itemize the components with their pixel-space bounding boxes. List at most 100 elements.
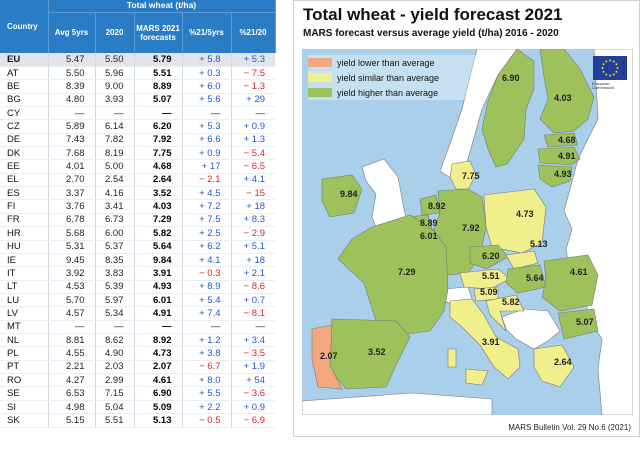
map-value-bg: 5.07 — [576, 317, 594, 327]
avg-5yrs-cell: 4.53 — [47, 280, 95, 294]
forecast-cell: 5.64 — [133, 240, 182, 254]
forecast-cell: 4.03 — [133, 199, 182, 214]
country-code-cell: AT — [0, 66, 48, 81]
country-code-cell: BE — [0, 79, 48, 94]
map-value-lv: 4.91 — [558, 151, 576, 161]
table-row: SK 5.15 5.51 5.13− 0.5− 6.9 — [0, 413, 276, 428]
change-5yrs-cell: + 0.3 — [181, 66, 231, 81]
yield-2020-cell: 5.97 — [94, 293, 134, 308]
change-5yrs-cell: − 0.5 — [181, 413, 231, 428]
map-subtitle: MARS forecast versus average yield (t/ha… — [303, 28, 559, 39]
forecast-cell: 4.93 — [133, 280, 182, 294]
change-2020-cell: + 1.3 — [230, 133, 276, 148]
avg-5yrs-cell: 2.21 — [47, 360, 95, 375]
change-2020-cell: − 3.5 — [230, 346, 276, 361]
country-czechia — [469, 244, 509, 270]
country-code-cell: HR — [0, 226, 48, 241]
avg-5yrs-cell: 5.15 — [47, 413, 95, 428]
change-5yrs-cell: + 4.1 — [181, 253, 231, 268]
table-row: ES 3.37 4.16 3.52 + 4.5− 15 — [0, 186, 276, 201]
avg-5yrs-cell: 4.98 — [47, 400, 95, 415]
country-sweden — [481, 49, 535, 168]
yield-2020-cell: 6.73 — [94, 213, 134, 228]
avg-5yrs-cell: 5.47 — [47, 53, 95, 67]
change-5yrs-cell: + 2.2 — [181, 400, 231, 415]
yield-2020-cell: 6.00 — [94, 226, 134, 241]
country-code-cell: SK — [0, 413, 48, 428]
map-value-es: 3.52 — [368, 347, 386, 357]
avg-5yrs-cell: 5.70 — [47, 293, 95, 308]
map-value-ie: 9.84 — [340, 189, 358, 199]
yield-table-panel: Country Total wheat (t/ha) Avg 5yrs 2020… — [0, 0, 276, 452]
forecast-cell: 5.82 — [133, 226, 182, 241]
change-5yrs-cell: + 17 — [181, 159, 231, 174]
legend-item-higher: yield higher than average — [308, 85, 476, 100]
yield-2020-cell: 5.96 — [94, 66, 134, 81]
eu-logo-caption: European Commission — [592, 81, 615, 90]
avg-5yrs-cell: 9.45 — [47, 253, 95, 268]
yield-2020-cell: 8.62 — [94, 333, 134, 348]
change-5yrs-cell: + 2.5 — [181, 226, 231, 241]
yield-2020-cell: 2.54 — [94, 173, 134, 188]
table-row: PT 2.21 2.03 2.07− 6.7 + 1.9 — [0, 360, 276, 375]
country-code-cell: LV — [0, 306, 48, 321]
country-code-cell: CZ — [0, 119, 48, 134]
country-austria — [459, 268, 511, 290]
yield-2020-cell: 5.34 — [94, 306, 134, 321]
change-2020-cell: − 5.4 — [230, 146, 276, 161]
country-ireland — [321, 174, 363, 218]
avg-5yrs-cell: 5.89 — [47, 119, 95, 134]
yield-2020-cell: — — [94, 320, 134, 335]
change-2020-cell: + 29 — [230, 93, 276, 107]
change-2020-cell: − 8.1 — [230, 306, 276, 321]
table-row: FI 3.76 3.41 4.03 + 7.2 + 18 — [0, 199, 276, 214]
legend-label-higher: yield higher than average — [337, 87, 439, 98]
table-row: BG 4.80 3.93 5.07 + 5.6 + 29 — [0, 93, 276, 107]
avg-5yrs-cell: 4.27 — [47, 373, 95, 388]
change-5yrs-cell: — — [181, 320, 231, 335]
change-5yrs-cell: + 7.4 — [181, 306, 231, 321]
country-portugal — [311, 324, 343, 390]
table-row: CY — — — — — — [0, 106, 276, 121]
forecast-cell: 3.52 — [133, 186, 182, 201]
column-group-header: Total wheat (t/ha) — [48, 0, 276, 13]
avg-5yrs-cell: — — [47, 320, 95, 335]
country-code-cell: FR — [0, 213, 48, 228]
country-hungary — [505, 264, 547, 294]
country-bulgaria — [557, 308, 599, 340]
map-value-ro: 4.61 — [570, 267, 588, 277]
map-value-el: 2.64 — [554, 357, 572, 367]
country-code-cell: ES — [0, 186, 48, 201]
change-5yrs-cell: + 6.6 — [181, 133, 231, 148]
map-title: Total wheat - yield forecast 2021 — [303, 5, 563, 24]
change-5yrs-cell: + 5.5 — [181, 386, 231, 401]
yield-2020-cell: 5.04 — [94, 400, 134, 415]
avg-5yrs-cell: 4.80 — [47, 93, 95, 107]
table-row: NL 8.81 8.62 8.92 + 1.2 + 3.4 — [0, 333, 276, 348]
column-header-change-5yrs: %21/5yrs — [182, 12, 232, 53]
change-5yrs-cell: + 3.8 — [181, 346, 231, 361]
change-2020-cell: − 3.6 — [230, 386, 276, 401]
country-code-cell: LU — [0, 293, 48, 308]
forecast-cell: 5.13 — [133, 413, 182, 428]
change-2020-cell: + 0.9 — [230, 400, 276, 415]
forecast-cell: 6.90 — [133, 386, 182, 401]
country-finland — [539, 49, 595, 134]
column-header-avg: Avg 5yrs — [48, 12, 96, 53]
map-value-hu: 5.64 — [526, 273, 544, 283]
forecast-cell: 3.91 — [133, 266, 182, 281]
change-5yrs-cell: + 4.5 — [181, 186, 231, 201]
column-header-country: Country — [0, 0, 49, 53]
forecast-cell: 9.84 — [133, 253, 182, 268]
country-croatia — [485, 294, 525, 332]
table-row: PL 4.55 4.90 4.73 + 3.8− 3.5 — [0, 346, 276, 361]
forecast-cell: 8.89 — [133, 79, 182, 94]
yield-2020-cell: 9.00 — [94, 79, 134, 94]
country-code-cell: IE — [0, 253, 48, 268]
yield-2020-cell: 8.35 — [94, 253, 134, 268]
forecast-cell: 6.20 — [133, 119, 182, 134]
map-value-de: 7.92 — [462, 223, 480, 233]
country-code-cell: SI — [0, 400, 48, 415]
map-value-fi: 4.03 — [554, 93, 572, 103]
land-balkans — [501, 308, 561, 350]
